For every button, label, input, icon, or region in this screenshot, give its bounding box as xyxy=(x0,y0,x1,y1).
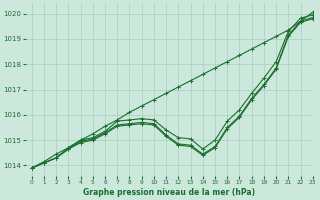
X-axis label: Graphe pression niveau de la mer (hPa): Graphe pression niveau de la mer (hPa) xyxy=(83,188,255,197)
